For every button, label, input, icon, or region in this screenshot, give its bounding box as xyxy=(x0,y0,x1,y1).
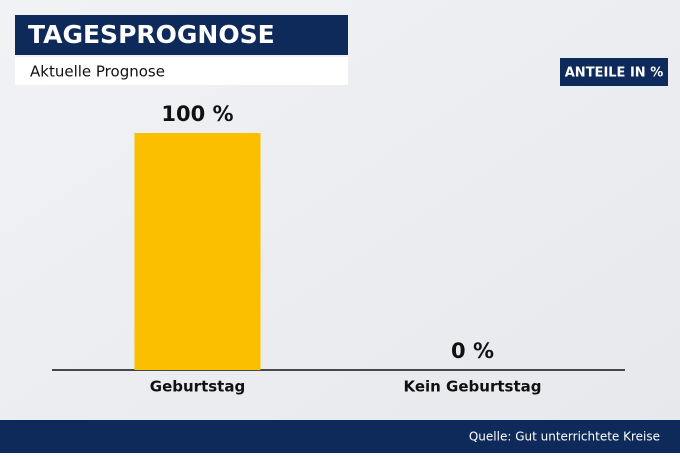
source: Quelle: Gut unterrichtete Kreise xyxy=(469,430,660,444)
x-tick-label: Kein Geburtstag xyxy=(403,378,541,396)
subtitle-box xyxy=(15,57,348,85)
chart-title: TAGESPROGNOSE xyxy=(28,20,275,49)
title-box xyxy=(15,15,348,55)
footer xyxy=(0,420,680,453)
value-label: 100 % xyxy=(161,102,233,126)
chart-subtitle: Aktuelle Prognose xyxy=(30,63,165,81)
unit-box xyxy=(560,58,668,86)
value-label: 0 % xyxy=(451,339,494,363)
bar xyxy=(134,133,261,370)
unit-label: ANTEILE IN % xyxy=(565,66,663,81)
x-tick-label: Geburtstag xyxy=(150,378,245,396)
